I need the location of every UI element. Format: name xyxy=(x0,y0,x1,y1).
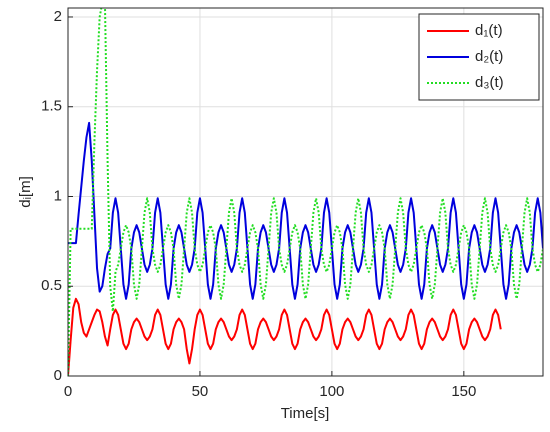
axes-box xyxy=(67,7,544,377)
series-line xyxy=(68,121,543,300)
y-tick-label: 1 xyxy=(54,187,62,204)
series-line xyxy=(68,297,502,376)
legend-label: d₃(t) xyxy=(475,74,504,91)
x-tick-label: 50 xyxy=(192,383,209,400)
y-axis-label: dᵢ[m] xyxy=(17,176,34,208)
y-tick-label: 0 xyxy=(54,367,62,384)
x-tick-label: 150 xyxy=(451,383,476,400)
y-tick-label: 0.5 xyxy=(41,277,62,294)
legend-label: d₂(t) xyxy=(475,48,503,65)
series-line xyxy=(68,8,543,376)
x-axis-label: Time[s] xyxy=(281,405,330,422)
x-tick-label: 100 xyxy=(319,383,344,400)
legend-label: d₁(t) xyxy=(475,22,503,39)
y-tick-label: 2 xyxy=(54,8,62,25)
y-tick-label: 1.5 xyxy=(41,98,62,115)
x-tick-label: 0 xyxy=(64,383,72,400)
